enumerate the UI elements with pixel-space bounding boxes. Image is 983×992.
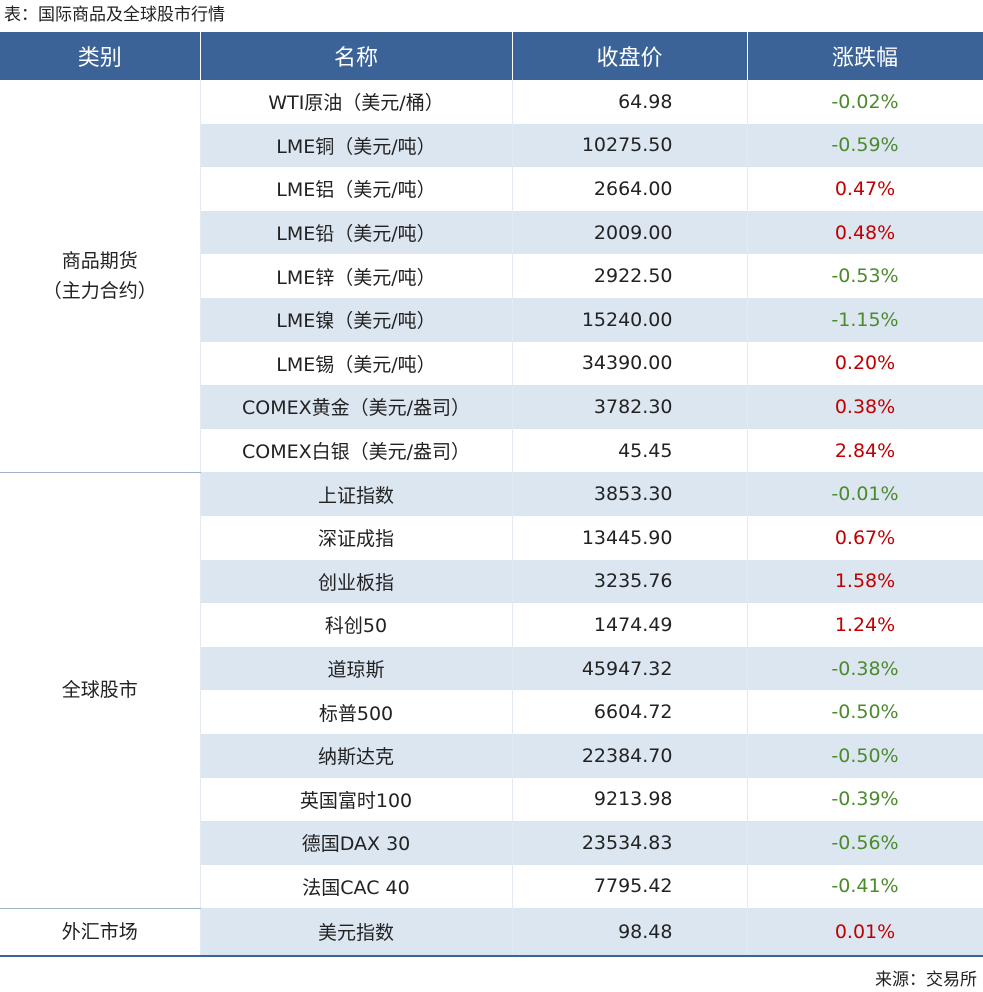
price-cell: 22384.70 (512, 733, 748, 778)
change-cell: -0.53% (747, 254, 983, 298)
price-cell: 64.98 (512, 80, 748, 124)
table-row: 科创50 1474.49 1.24% (0, 603, 983, 647)
change-cell: 0.01% (747, 908, 983, 957)
name-cell: 德国DAX 30 (200, 821, 513, 865)
change-cell: -0.38% (747, 646, 983, 691)
name-cell: 法国CAC 40 (200, 864, 513, 909)
name-cell: COMEX白银（美元/盎司） (200, 428, 513, 473)
table-row: COMEX白银（美元/盎司） 45.45 2.84% (0, 428, 983, 473)
name-cell: 纳斯达克 (200, 733, 513, 778)
table-row: 全球股市 上证指数 3853.30 -0.01% (0, 472, 983, 909)
table-row: LME铜（美元/吨） 10275.50 -0.59% (0, 123, 983, 168)
column-header: 涨跌幅 (747, 32, 983, 80)
table-title: 表：国际商品及全球股市行情 (4, 5, 225, 25)
name-cell: 美元指数 (200, 908, 513, 957)
table-row: 法国CAC 40 7795.42 -0.41% (0, 864, 983, 909)
change-cell: 0.47% (747, 167, 983, 211)
price-cell: 2009.00 (512, 210, 748, 255)
price-cell: 3782.30 (512, 385, 748, 429)
change-cell: -0.02% (747, 80, 983, 124)
price-cell: 1474.49 (512, 603, 748, 647)
price-cell: 98.48 (512, 908, 748, 957)
price-cell: 6604.72 (512, 690, 748, 734)
table-row: 外汇市场 美元指数 98.48 0.01% (0, 908, 983, 957)
price-cell: 45.45 (512, 428, 748, 473)
column-header: 类别 (0, 32, 201, 80)
price-cell: 9213.98 (512, 777, 748, 822)
table-row: 创业板指 3235.76 1.58% (0, 559, 983, 604)
change-cell: 0.67% (747, 515, 983, 560)
change-cell: -0.59% (747, 123, 983, 168)
category-cell: 外汇市场 (0, 908, 201, 957)
name-cell: 上证指数 (200, 472, 513, 516)
category-label: （主力合约） (42, 279, 157, 302)
change-cell: 0.48% (747, 210, 983, 255)
category-label: 商品期货 (61, 249, 138, 272)
price-cell: 3235.76 (512, 559, 748, 604)
header-row: 类别 名称 收盘价 涨跌幅 (0, 32, 983, 80)
price-cell: 2922.50 (512, 254, 748, 298)
table-row: LME锡（美元/吨） 34390.00 0.20% (0, 341, 983, 386)
name-cell: COMEX黄金（美元/盎司） (200, 385, 513, 429)
name-cell: LME锌（美元/吨） (200, 254, 513, 298)
category-label: 全球股市 (61, 679, 138, 702)
market-table: 类别 名称 收盘价 涨跌幅 商品期货 （主力合约） WTI原油（美元/桶） 64.98 -0.… (0, 32, 983, 957)
change-cell: -0.56% (747, 821, 983, 865)
price-cell: 2664.00 (512, 167, 748, 211)
price-cell: 23534.83 (512, 821, 748, 865)
source-note: 来源：交易所 (875, 969, 977, 990)
name-cell: LME镍（美元/吨） (200, 297, 513, 342)
name-cell: LME铅（美元/吨） (200, 210, 513, 255)
name-cell: LME锡（美元/吨） (200, 341, 513, 386)
category-label: 外汇市场 (61, 920, 138, 943)
price-cell: 45947.32 (512, 646, 748, 691)
price-cell: 13445.90 (512, 515, 748, 560)
change-cell: -1.15% (747, 297, 983, 342)
change-cell: -0.50% (747, 690, 983, 734)
table-row: 纳斯达克 22384.70 -0.50% (0, 733, 983, 778)
price-cell: 34390.00 (512, 341, 748, 386)
change-cell: -0.41% (747, 864, 983, 909)
table-row: LME铅（美元/吨） 2009.00 0.48% (0, 210, 983, 255)
price-cell: 15240.00 (512, 297, 748, 342)
table-row: 深证成指 13445.90 0.67% (0, 515, 983, 560)
table-row: 标普500 6604.72 -0.50% (0, 690, 983, 734)
category-cell: 全球股市 (0, 472, 201, 909)
column-header: 收盘价 (512, 32, 748, 80)
price-cell: 3853.30 (512, 472, 748, 516)
table-row: 德国DAX 30 23534.83 -0.56% (0, 821, 983, 865)
name-cell: 英国富时100 (200, 777, 513, 822)
table-row: 商品期货 （主力合约） WTI原油（美元/桶） 64.98 -0.02% (0, 80, 983, 473)
change-cell: 0.20% (747, 341, 983, 386)
name-cell: 科创50 (200, 603, 513, 647)
column-header: 名称 (200, 32, 513, 80)
category-cell: 商品期货 （主力合约） (0, 80, 201, 473)
table-body: 商品期货 （主力合约） WTI原油（美元/桶） 64.98 -0.02% LME铜（美元/… (0, 80, 983, 957)
price-cell: 7795.42 (512, 864, 748, 909)
change-cell: 1.24% (747, 603, 983, 647)
name-cell: 标普500 (200, 690, 513, 734)
table-row: LME镍（美元/吨） 15240.00 -1.15% (0, 297, 983, 342)
price-cell: 10275.50 (512, 123, 748, 168)
name-cell: LME铝（美元/吨） (200, 167, 513, 211)
change-cell: 0.38% (747, 385, 983, 429)
table-row: LME铝（美元/吨） 2664.00 0.47% (0, 167, 983, 211)
change-cell: -0.50% (747, 733, 983, 778)
name-cell: 创业板指 (200, 559, 513, 604)
name-cell: WTI原油（美元/桶） (200, 80, 513, 124)
table-row: 英国富时100 9213.98 -0.39% (0, 777, 983, 822)
name-cell: 道琼斯 (200, 646, 513, 691)
change-cell: 1.58% (747, 559, 983, 604)
table-row: LME锌（美元/吨） 2922.50 -0.53% (0, 254, 983, 298)
change-cell: -0.01% (747, 472, 983, 516)
change-cell: -0.39% (747, 777, 983, 822)
name-cell: LME铜（美元/吨） (200, 123, 513, 168)
name-cell: 深证成指 (200, 515, 513, 560)
table-row: 道琼斯 45947.32 -0.38% (0, 646, 983, 691)
table-row: COMEX黄金（美元/盎司） 3782.30 0.38% (0, 385, 983, 429)
change-cell: 2.84% (747, 428, 983, 473)
